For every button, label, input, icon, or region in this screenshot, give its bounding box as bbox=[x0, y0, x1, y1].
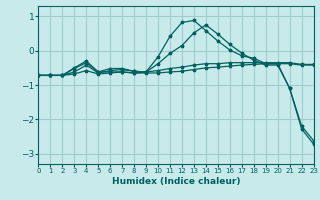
X-axis label: Humidex (Indice chaleur): Humidex (Indice chaleur) bbox=[112, 177, 240, 186]
